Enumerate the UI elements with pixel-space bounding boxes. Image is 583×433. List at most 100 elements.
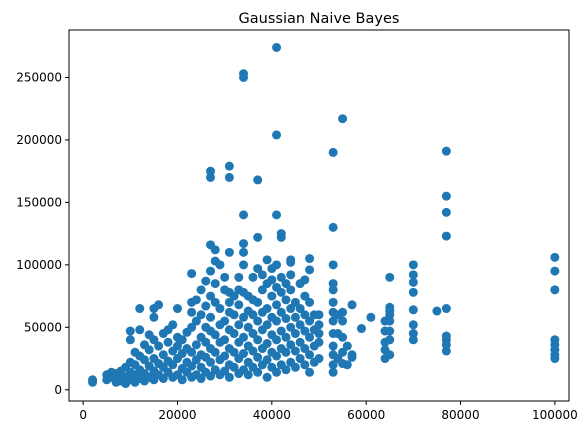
data-point xyxy=(347,350,357,360)
data-point xyxy=(408,305,418,315)
data-point xyxy=(201,276,211,286)
data-point xyxy=(229,362,239,372)
data-point xyxy=(196,285,206,295)
data-point xyxy=(262,355,272,365)
x-tick-label: 60000 xyxy=(347,408,385,422)
data-point xyxy=(295,320,305,330)
data-point xyxy=(172,341,182,351)
data-point xyxy=(158,350,168,360)
data-point xyxy=(408,260,418,270)
y-axis: 0 50000 100000 150000 200000 250000 xyxy=(16,70,69,397)
data-point xyxy=(191,340,201,350)
y-tick-label: 0 xyxy=(54,383,62,397)
data-point xyxy=(356,324,366,334)
data-point xyxy=(385,350,395,360)
data-point xyxy=(295,337,305,347)
data-point xyxy=(206,291,216,301)
data-point xyxy=(300,344,310,354)
data-point xyxy=(220,351,230,361)
data-point xyxy=(286,322,296,332)
data-point xyxy=(328,367,338,377)
data-point xyxy=(328,360,338,370)
data-point xyxy=(187,361,197,371)
data-point xyxy=(220,335,230,345)
data-point xyxy=(168,360,178,370)
data-point xyxy=(88,375,98,385)
data-point xyxy=(290,346,300,356)
data-point xyxy=(314,320,324,330)
data-point xyxy=(253,316,263,326)
data-point xyxy=(234,320,244,330)
data-point xyxy=(262,339,272,349)
data-point xyxy=(290,312,300,322)
data-point xyxy=(272,130,282,140)
data-point xyxy=(262,304,272,314)
data-point xyxy=(257,270,267,280)
data-point xyxy=(154,341,164,351)
data-point xyxy=(187,307,197,317)
data-point xyxy=(338,332,348,342)
data-point xyxy=(550,252,560,262)
data-point xyxy=(187,347,197,357)
data-point xyxy=(441,231,451,241)
data-point xyxy=(224,161,234,171)
data-point xyxy=(276,307,286,317)
data-point xyxy=(295,304,305,314)
data-point xyxy=(135,325,145,335)
data-point xyxy=(328,285,338,295)
data-point xyxy=(328,316,338,326)
data-point xyxy=(239,260,249,270)
data-point xyxy=(248,272,258,282)
x-tick-label: 40000 xyxy=(253,408,291,422)
y-tick-label: 250000 xyxy=(16,70,62,84)
data-point xyxy=(206,166,216,176)
data-point xyxy=(328,341,338,351)
data-point xyxy=(257,285,267,295)
data-points xyxy=(88,42,560,389)
data-point xyxy=(220,366,230,376)
data-point xyxy=(408,270,418,280)
data-point xyxy=(234,300,244,310)
data-point xyxy=(347,300,357,310)
data-point xyxy=(300,360,310,370)
data-point xyxy=(253,175,263,185)
data-point xyxy=(300,275,310,285)
data-point xyxy=(366,312,376,322)
data-point xyxy=(432,306,442,316)
data-point xyxy=(342,341,352,351)
data-point xyxy=(191,316,201,326)
data-point xyxy=(300,326,310,336)
data-point xyxy=(253,297,263,307)
data-point xyxy=(385,335,395,345)
data-point xyxy=(408,277,418,287)
data-point xyxy=(243,370,253,380)
data-point xyxy=(196,310,206,320)
data-point xyxy=(338,114,348,124)
data-point xyxy=(172,304,182,314)
data-point xyxy=(286,285,296,295)
data-point xyxy=(441,331,451,341)
data-point xyxy=(215,304,225,314)
data-point xyxy=(272,260,282,270)
data-point xyxy=(234,272,244,282)
data-point xyxy=(385,272,395,282)
data-point xyxy=(286,304,296,314)
y-tick-label: 150000 xyxy=(16,195,62,209)
data-point xyxy=(253,367,263,377)
data-point xyxy=(201,301,211,311)
data-point xyxy=(314,329,324,339)
data-point xyxy=(262,372,272,382)
data-point xyxy=(272,210,282,220)
data-point xyxy=(385,326,395,336)
data-point xyxy=(300,310,310,320)
data-point xyxy=(550,266,560,276)
data-point xyxy=(201,337,211,347)
data-point xyxy=(239,312,249,322)
data-point xyxy=(441,207,451,217)
data-point xyxy=(295,354,305,364)
data-point xyxy=(314,354,324,364)
data-point xyxy=(177,375,187,385)
data-point xyxy=(276,229,286,239)
data-point xyxy=(239,239,249,249)
